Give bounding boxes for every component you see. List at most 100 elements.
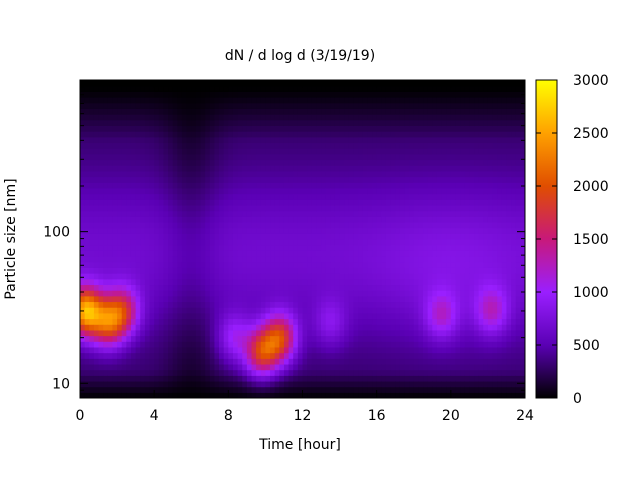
heatmap-cell: [177, 267, 183, 274]
heatmap-cell: [172, 375, 178, 382]
heatmap-cell: [117, 307, 123, 314]
heatmap-cell: [265, 278, 271, 286]
heatmap-cell: [80, 341, 86, 348]
heatmap-cell: [186, 324, 192, 331]
heatmap-cell: [242, 239, 248, 246]
heatmap-cell: [154, 102, 160, 109]
heatmap-cell: [135, 97, 141, 104]
heatmap-cell: [135, 125, 141, 132]
heatmap-cell: [242, 216, 248, 223]
heatmap-cell: [376, 284, 382, 291]
heatmap-cell: [223, 187, 229, 195]
heatmap-cell: [385, 295, 392, 303]
heatmap-cell: [130, 380, 137, 388]
heatmap-cell: [460, 244, 466, 251]
heatmap-cell: [209, 352, 216, 359]
heatmap-cell: [464, 193, 470, 200]
heatmap-cell: [274, 108, 280, 115]
heatmap-cell: [311, 369, 318, 376]
heatmap-cell: [130, 352, 137, 359]
heatmap-cell: [441, 301, 447, 308]
heatmap-cell: [460, 199, 466, 206]
heatmap-cell: [372, 193, 378, 200]
heatmap-cell: [450, 386, 457, 393]
heatmap-cell: [214, 85, 220, 92]
heatmap-cell: [172, 341, 178, 348]
heatmap-cell: [103, 114, 109, 121]
heatmap-cell: [135, 358, 141, 365]
heatmap-cell: [413, 227, 419, 234]
heatmap-cell: [450, 375, 457, 382]
heatmap-cell: [297, 256, 304, 263]
heatmap-cell: [381, 335, 387, 342]
heatmap-cell: [441, 369, 447, 376]
heatmap-cell: [385, 250, 392, 257]
heatmap-cell: [98, 159, 104, 166]
heatmap-cell: [205, 273, 211, 280]
heatmap-cell: [474, 267, 480, 274]
heatmap-cell: [311, 324, 318, 331]
heatmap-cell: [154, 284, 160, 291]
heatmap-cell: [316, 227, 322, 234]
heatmap-cell: [450, 301, 457, 308]
heatmap-cell: [381, 380, 387, 388]
heatmap-cell: [404, 250, 410, 257]
heatmap-cell: [307, 284, 313, 291]
heatmap-cell: [135, 318, 141, 325]
heatmap-cell: [348, 227, 355, 234]
heatmap-cell: [228, 159, 234, 166]
heatmap-cell: [163, 119, 169, 127]
heatmap-cell: [339, 239, 345, 246]
heatmap-cell: [186, 170, 192, 178]
heatmap-cell: [93, 108, 100, 115]
heatmap-cell: [279, 165, 285, 172]
heatmap-cell: [330, 329, 336, 337]
heatmap-cell: [117, 380, 123, 388]
heatmap-cell: [288, 148, 294, 155]
heatmap-cell: [103, 159, 109, 166]
heatmap-cell: [209, 159, 216, 166]
heatmap-cell: [469, 358, 475, 365]
heatmap-cell: [390, 221, 396, 229]
heatmap-cell: [117, 182, 123, 189]
heatmap-cell: [242, 346, 248, 354]
heatmap-cell: [381, 102, 387, 109]
heatmap-cell: [98, 375, 104, 382]
heatmap-cell: [214, 261, 220, 268]
heatmap-cell: [418, 187, 424, 195]
heatmap-cell: [367, 273, 373, 280]
heatmap-cell: [200, 273, 206, 280]
heatmap-cell: [376, 261, 382, 268]
heatmap-cell: [395, 199, 401, 206]
heatmap-cell: [228, 307, 234, 314]
heatmap-cell: [293, 290, 299, 297]
heatmap-cell: [302, 80, 308, 87]
heatmap-cell: [395, 221, 401, 229]
heatmap-cell: [302, 329, 308, 337]
heatmap-cell: [376, 221, 382, 229]
heatmap-cell: [423, 102, 429, 109]
heatmap-cell: [270, 301, 276, 308]
heatmap-cell: [149, 380, 155, 388]
heatmap-cell: [339, 108, 345, 115]
heatmap-cell: [135, 91, 141, 98]
heatmap-cell: [256, 119, 262, 127]
heatmap-cell: [80, 182, 86, 189]
heatmap-cell: [409, 273, 415, 280]
heatmap-cell: [474, 108, 480, 115]
heatmap-cell: [339, 273, 345, 280]
heatmap-cell: [149, 221, 155, 229]
heatmap-cell: [316, 369, 322, 376]
heatmap-cell: [89, 119, 95, 127]
heatmap-cell: [112, 250, 118, 257]
heatmap-cell: [242, 187, 248, 195]
heatmap-cell: [168, 227, 174, 234]
heatmap-cell: [168, 301, 174, 308]
heatmap-cell: [390, 91, 396, 98]
heatmap-cell: [228, 341, 234, 348]
heatmap-cell: [117, 267, 123, 274]
heatmap-cell: [413, 199, 419, 206]
heatmap-cell: [455, 352, 461, 359]
heatmap-cell: [362, 278, 368, 286]
heatmap-cell: [279, 307, 285, 314]
